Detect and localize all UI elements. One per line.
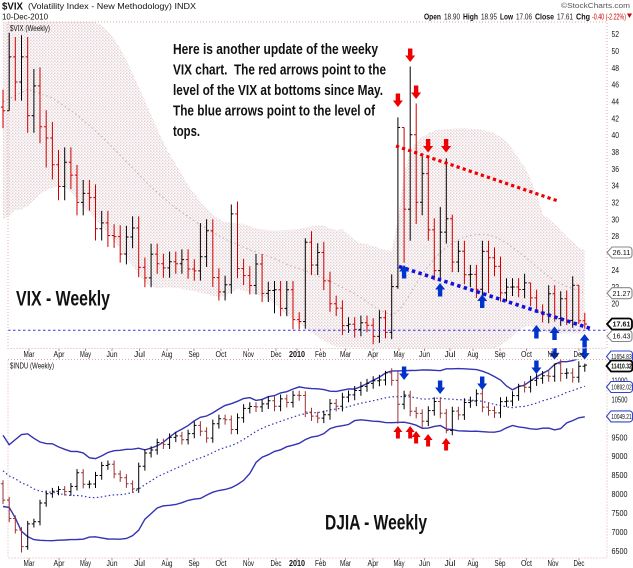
svg-text:Low: Low bbox=[500, 12, 513, 22]
svg-text:Oct: Oct bbox=[521, 350, 533, 359]
svg-text:Aug: Aug bbox=[162, 350, 173, 359]
svg-text:$VIX: $VIX bbox=[2, 1, 23, 13]
svg-text:9000: 9000 bbox=[612, 452, 628, 461]
svg-text:Aug: Aug bbox=[468, 559, 479, 568]
svg-text:Dec: Dec bbox=[271, 559, 282, 568]
svg-text:21.27: 21.27 bbox=[613, 291, 631, 298]
svg-text:42: 42 bbox=[612, 114, 620, 123]
svg-text:tops.: tops. bbox=[173, 124, 200, 140]
svg-text:DJIA - Weekly: DJIA - Weekly bbox=[325, 512, 427, 535]
svg-text:Feb: Feb bbox=[315, 559, 326, 568]
svg-text:Jul: Jul bbox=[134, 559, 145, 568]
svg-text:10-Dec-2010: 10-Dec-2010 bbox=[2, 13, 49, 22]
svg-text:16.43: 16.43 bbox=[613, 334, 631, 341]
svg-text:11410.32: 11410.32 bbox=[611, 364, 632, 371]
svg-text:18.95: 18.95 bbox=[481, 12, 497, 22]
svg-text:11654.83: 11654.83 bbox=[611, 354, 632, 361]
svg-text:May: May bbox=[394, 350, 405, 359]
svg-text:VIX chart. The red arrows poi: VIX chart. The red arrows point to the bbox=[173, 63, 386, 79]
svg-text:Mar: Mar bbox=[340, 350, 351, 359]
svg-text:24: 24 bbox=[612, 266, 620, 275]
svg-text:Jul: Jul bbox=[445, 350, 456, 359]
svg-text:46: 46 bbox=[612, 81, 620, 90]
svg-text:Jun: Jun bbox=[419, 350, 430, 359]
svg-text:Oct: Oct bbox=[216, 350, 228, 359]
svg-text:Apr: Apr bbox=[368, 350, 379, 359]
svg-text:Apr: Apr bbox=[368, 559, 379, 568]
svg-text:-0.40 (-2.22%): -0.40 (-2.22%) bbox=[592, 12, 626, 22]
svg-text:52: 52 bbox=[612, 30, 620, 39]
svg-text:11000: 11000 bbox=[612, 376, 628, 385]
svg-text:44: 44 bbox=[612, 98, 620, 107]
svg-text:7000: 7000 bbox=[612, 528, 628, 537]
svg-text:Oct: Oct bbox=[521, 559, 533, 568]
svg-text:36: 36 bbox=[612, 165, 620, 174]
svg-text:17.06: 17.06 bbox=[516, 12, 532, 22]
svg-text:(Volatility Index - New Method: (Volatility Index - New Methodology) IND… bbox=[28, 2, 197, 11]
svg-text:2010: 2010 bbox=[289, 559, 305, 568]
svg-text:Sep: Sep bbox=[495, 559, 506, 568]
svg-text:May: May bbox=[394, 559, 405, 568]
svg-text:Dec: Dec bbox=[574, 559, 585, 568]
svg-text:10049.21: 10049.21 bbox=[611, 414, 632, 421]
svg-text:Apr: Apr bbox=[54, 559, 65, 568]
svg-text:Aug: Aug bbox=[468, 350, 479, 359]
svg-text:Mar: Mar bbox=[24, 559, 35, 568]
svg-text:48: 48 bbox=[612, 64, 620, 73]
svg-text:8500: 8500 bbox=[612, 471, 628, 480]
svg-text:$VIX (Weekly): $VIX (Weekly) bbox=[10, 24, 50, 33]
svg-text:Jun: Jun bbox=[107, 559, 118, 568]
svg-text:32: 32 bbox=[612, 199, 620, 208]
svg-text:May: May bbox=[80, 350, 91, 359]
svg-text:Here is another update of the: Here is another update of the weeky bbox=[173, 42, 378, 58]
svg-text:18.90: 18.90 bbox=[444, 12, 460, 22]
svg-text:The blue arrows point to the l: The blue arrows point to the level of bbox=[173, 104, 375, 120]
svg-text:Mar: Mar bbox=[24, 350, 35, 359]
svg-text:Apr: Apr bbox=[54, 350, 65, 359]
svg-text:2010: 2010 bbox=[289, 350, 305, 359]
svg-text:Chg: Chg bbox=[576, 12, 590, 22]
svg-text:Jul: Jul bbox=[445, 559, 456, 568]
svg-text:9500: 9500 bbox=[612, 433, 628, 442]
svg-text:level of the VIX at bottoms si: level of the VIX at bottoms since May. bbox=[173, 83, 383, 99]
svg-text:High: High bbox=[463, 12, 478, 22]
svg-text:17.61: 17.61 bbox=[613, 322, 631, 329]
svg-text:Dec: Dec bbox=[574, 350, 585, 359]
svg-text:34: 34 bbox=[612, 182, 620, 191]
svg-text:8000: 8000 bbox=[612, 490, 628, 499]
svg-text:$INDU (Weekly): $INDU (Weekly) bbox=[10, 362, 54, 371]
svg-text:20: 20 bbox=[612, 300, 620, 309]
svg-text:Sep: Sep bbox=[495, 350, 506, 359]
svg-text:May: May bbox=[80, 559, 91, 568]
svg-text:6500: 6500 bbox=[612, 547, 628, 556]
svg-text:Open: Open bbox=[424, 12, 441, 22]
svg-text:17.61: 17.61 bbox=[557, 12, 573, 22]
svg-text:Nov: Nov bbox=[243, 350, 254, 359]
svg-text:Aug: Aug bbox=[162, 559, 173, 568]
svg-text:Nov: Nov bbox=[243, 559, 254, 568]
svg-text:Sep: Sep bbox=[189, 559, 200, 568]
svg-text:26.11: 26.11 bbox=[613, 250, 631, 257]
svg-text:40: 40 bbox=[612, 131, 620, 140]
svg-text:28: 28 bbox=[612, 232, 620, 241]
svg-text:Mar: Mar bbox=[340, 559, 351, 568]
svg-text:7500: 7500 bbox=[612, 509, 628, 518]
svg-text:Close: Close bbox=[535, 12, 554, 22]
svg-text:50: 50 bbox=[612, 47, 620, 56]
svg-text:30: 30 bbox=[612, 215, 620, 224]
svg-text:©StockCharts.com: ©StockCharts.com bbox=[561, 1, 630, 10]
svg-text:Jun: Jun bbox=[419, 559, 430, 568]
svg-text:Dec: Dec bbox=[271, 350, 282, 359]
svg-text:Nov: Nov bbox=[548, 559, 559, 568]
svg-text:10500: 10500 bbox=[612, 395, 628, 404]
svg-text:38: 38 bbox=[612, 148, 620, 157]
svg-text:Jul: Jul bbox=[134, 350, 145, 359]
svg-text:Sep: Sep bbox=[189, 350, 200, 359]
svg-text:Feb: Feb bbox=[315, 350, 326, 359]
svg-text:Oct: Oct bbox=[216, 559, 228, 568]
svg-text:Jun: Jun bbox=[107, 350, 118, 359]
svg-text:10892.02: 10892.02 bbox=[611, 385, 632, 392]
svg-text:VIX - Weekly: VIX - Weekly bbox=[16, 288, 110, 311]
svg-text:Nov: Nov bbox=[548, 350, 559, 359]
